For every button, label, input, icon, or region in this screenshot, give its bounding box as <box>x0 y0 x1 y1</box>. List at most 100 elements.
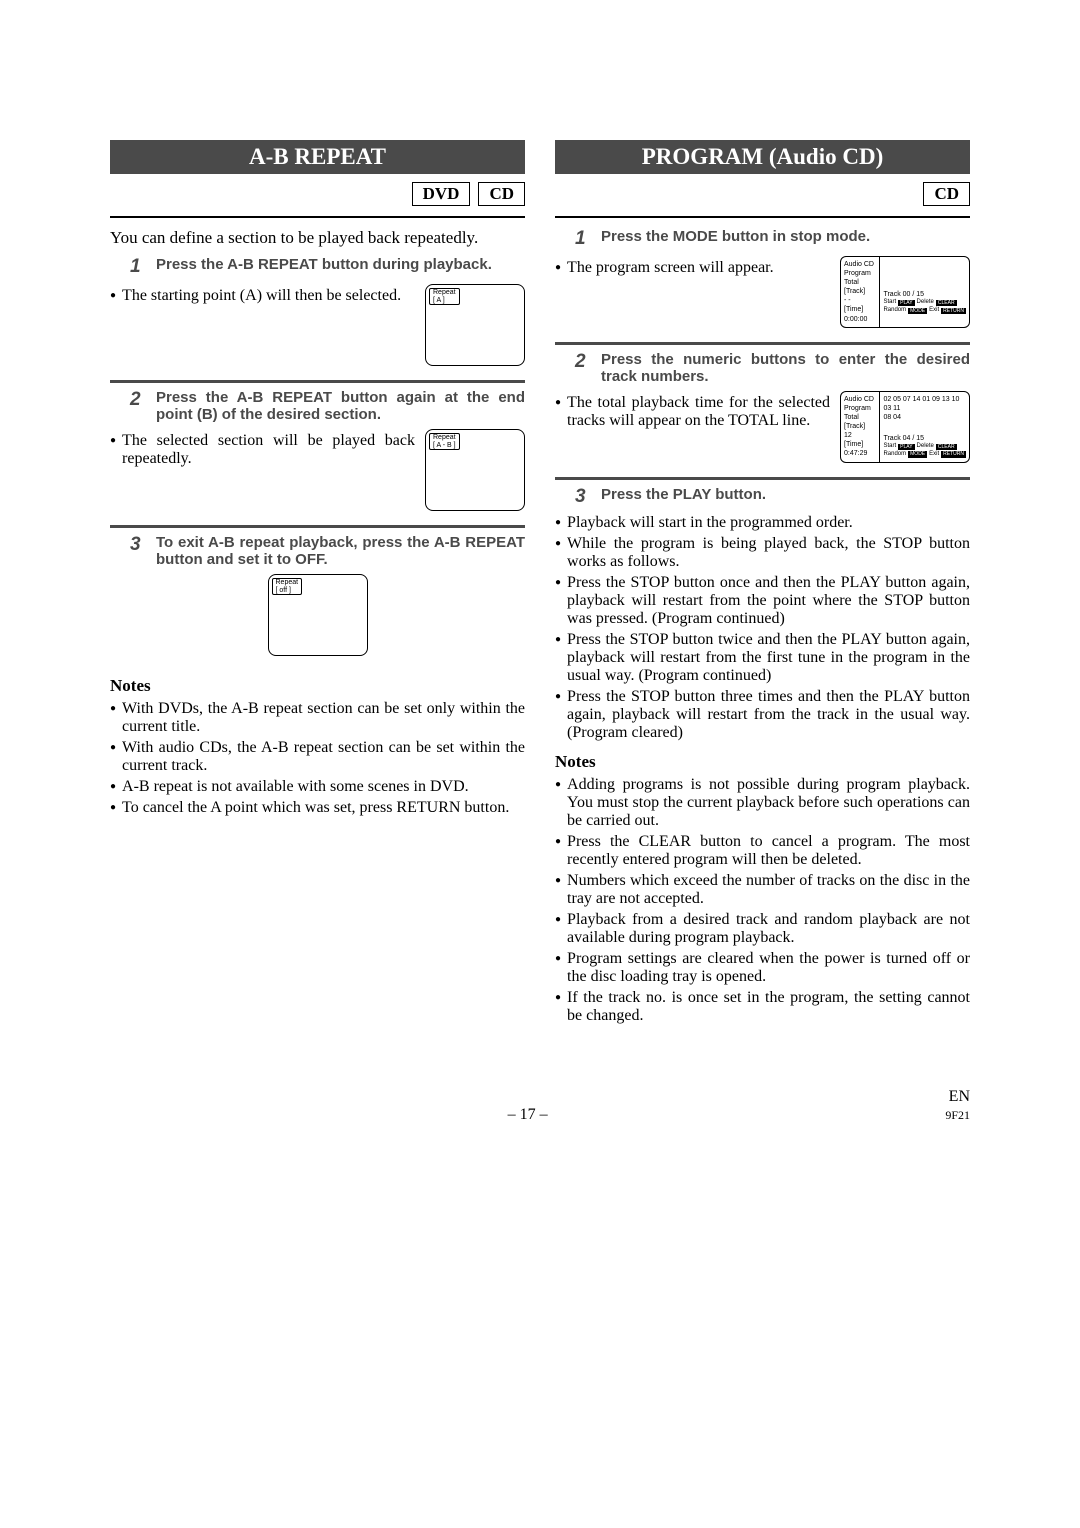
note-item: A-B repeat is not available with some sc… <box>110 778 525 796</box>
prog-mode-tag: MODE <box>908 308 927 315</box>
prog-play-tag: PLAY <box>898 444 914 451</box>
step-number: 3 <box>130 534 146 568</box>
bullet-icon <box>555 688 561 742</box>
play-bullet: Press the STOP button once and then the … <box>555 574 970 628</box>
bullet-text: The selected section will be played back… <box>122 432 415 468</box>
prog-l4: [Track] <box>844 287 876 296</box>
program-screen-filled: Audio CD Program Total [Track] 12 [Time]… <box>840 391 970 463</box>
cd-badge: CD <box>478 182 525 206</box>
note-text: Playback from a desired track and random… <box>567 911 970 947</box>
ab-intro: You can define a section to be played ba… <box>110 228 525 248</box>
prog-l1: Audio CD <box>844 395 876 404</box>
prog-step-1: 1 Press the MODE button in stop mode. <box>575 228 970 250</box>
prog-start: Start <box>883 299 896 307</box>
ab-step-1: 1 Press the A-B REPEAT button during pla… <box>130 256 525 278</box>
repeat-label-bottom: [ off ] <box>276 587 299 595</box>
prog-delete: Delete <box>917 299 934 307</box>
prog-l7: 0:47:29 <box>844 449 876 458</box>
prog-exit: Exit <box>929 451 939 459</box>
doc-code: 9F21 <box>945 1108 970 1122</box>
prog-track-line: Track 00 / 15 <box>883 290 966 299</box>
bullet-icon <box>555 950 561 986</box>
ab-step1-bullet: The starting point (A) will then be sele… <box>110 287 415 305</box>
play-bullet: Press the STOP button twice and then the… <box>555 631 970 685</box>
bullet-text: The program screen will appear. <box>567 259 830 277</box>
prog-random: Random <box>883 307 906 315</box>
step-divider <box>555 342 970 345</box>
bullet-icon <box>555 535 561 571</box>
step-divider <box>110 525 525 528</box>
prog-exit: Exit <box>929 307 939 315</box>
note-text: To cancel the A point which was set, pre… <box>122 799 525 817</box>
bullet-icon <box>555 776 561 830</box>
bullet-icon <box>110 432 116 468</box>
note-item: Playback from a desired track and random… <box>555 911 970 947</box>
bullet-icon <box>555 631 561 685</box>
ab-repeat-header: A-B REPEAT <box>110 140 525 174</box>
note-item: With DVDs, the A-B repeat section can be… <box>110 700 525 736</box>
bullet-icon <box>110 799 116 817</box>
bullet-icon <box>110 739 116 775</box>
ab-step-3: 3 To exit A-B repeat playback, press the… <box>130 534 525 568</box>
program-header: PROGRAM (Audio CD) <box>555 140 970 174</box>
repeat-label-bottom: [ A - B ] <box>433 442 456 450</box>
prog-l7: 0:00:00 <box>844 315 876 324</box>
play-bullet: Press the STOP button three times and th… <box>555 688 970 742</box>
note-text: Adding programs is not possible during p… <box>567 776 970 830</box>
prog-play-tag: PLAY <box>898 300 914 307</box>
step-text: Press the A-B REPEAT button again at the… <box>156 389 525 423</box>
lang-label: EN <box>949 1088 970 1105</box>
prog-l4: [Track] <box>844 422 876 431</box>
repeat-label-bottom: [ A ] <box>433 297 456 305</box>
step-divider <box>555 477 970 480</box>
note-item: If the track no. is once set in the prog… <box>555 989 970 1025</box>
step-number: 2 <box>130 389 146 423</box>
bullet-icon <box>555 911 561 947</box>
note-text: With audio CDs, the A-B repeat section c… <box>122 739 525 775</box>
bullet-text: The total playback time for the selected… <box>567 394 830 430</box>
prog-clear-tag: CLEAR <box>936 300 957 307</box>
prog-step1-bullet: The program screen will appear. <box>555 259 830 277</box>
notes-heading: Notes <box>555 752 970 772</box>
bullet-icon <box>555 989 561 1025</box>
bullet-text: Press the STOP button three times and th… <box>567 688 970 742</box>
step-text: Press the numeric buttons to enter the d… <box>601 351 970 385</box>
prog-l6: [Time] <box>844 305 876 314</box>
step-number: 3 <box>575 486 591 508</box>
prog-l6: [Time] <box>844 440 876 449</box>
play-bullet: While the program is being played back, … <box>555 535 970 571</box>
step-text: Press the MODE button in stop mode. <box>601 228 870 250</box>
bullet-icon <box>555 514 561 532</box>
prog-mode-tag: MODE <box>908 451 927 458</box>
bullet-icon <box>555 259 561 277</box>
bullet-icon <box>110 700 116 736</box>
note-item: Press the CLEAR button to cancel a progr… <box>555 833 970 869</box>
prog-l3: Total <box>844 413 876 422</box>
note-text: A-B repeat is not available with some sc… <box>122 778 525 796</box>
play-bullet: Playback will start in the programmed or… <box>555 514 970 532</box>
prog-delete: Delete <box>917 443 934 451</box>
ab-step2-bullet: The selected section will be played back… <box>110 432 415 468</box>
step-divider <box>110 380 525 383</box>
prog-clear-tag: CLEAR <box>936 444 957 451</box>
left-badge-row: DVD CD <box>110 182 525 206</box>
prog-return-tag: RETURN <box>941 451 966 458</box>
bullet-icon <box>555 872 561 908</box>
prog-tracks: 02 05 07 14 01 09 13 10 03 11 <box>883 395 966 413</box>
bullet-icon <box>555 833 561 869</box>
divider <box>555 216 970 218</box>
repeat-label-top: Repeat <box>433 289 456 297</box>
bullet-text: While the program is being played back, … <box>567 535 970 571</box>
bullet-text: Press the STOP button twice and then the… <box>567 631 970 685</box>
dvd-badge: DVD <box>412 182 471 206</box>
note-item: Program settings are cleared when the po… <box>555 950 970 986</box>
bullet-icon <box>110 287 116 305</box>
repeat-screen-ab: Repeat [ A - B ] <box>425 429 525 511</box>
prog-l1: Audio CD <box>844 260 876 269</box>
prog-random: Random <box>883 451 906 459</box>
page-number: – 17 – <box>508 1106 548 1124</box>
repeat-label-top: Repeat <box>276 579 299 587</box>
step-number: 1 <box>575 228 591 250</box>
prog-track-line: Track 04 / 15 <box>883 434 966 443</box>
note-text: If the track no. is once set in the prog… <box>567 989 970 1025</box>
